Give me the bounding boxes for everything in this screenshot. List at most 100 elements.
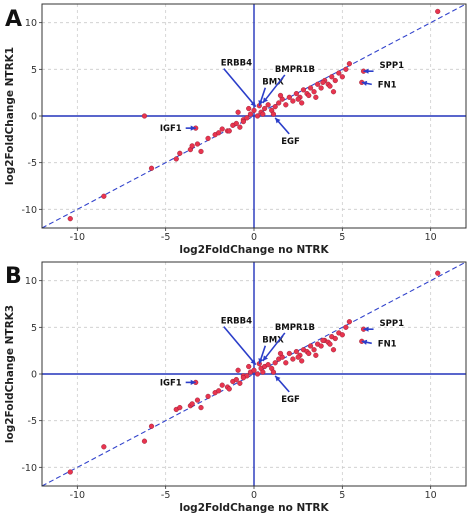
y-tick-label: -10 — [21, 463, 37, 474]
data-point — [226, 128, 232, 134]
data-point — [216, 388, 222, 394]
data-point — [205, 135, 211, 142]
annotation-arrowhead — [258, 358, 264, 364]
data-point — [262, 105, 268, 112]
x-tick-label: -5 — [161, 232, 170, 243]
data-point — [233, 377, 239, 383]
data-point — [141, 438, 148, 444]
annotation-arrowhead — [258, 100, 264, 106]
y-axis-title: log2FoldChange NTRK1 — [4, 47, 16, 185]
annotation-label: FN1 — [378, 339, 397, 349]
annotation-label: BMPR1B — [275, 323, 315, 333]
data-point — [247, 111, 254, 117]
data-point — [299, 358, 305, 364]
data-point — [277, 350, 284, 357]
data-point — [101, 444, 107, 450]
chart-panel-b: B ERBB4 BMX BMPR1B SPP1 FN1 IGF1 EGF -10 -5 0 5 10 -1… — [4, 261, 467, 514]
chart-panel-a: A ERBB4 BMX BMPR1B SPP1 FN1 IGF1 EGF -10 -5 0 5 10 -1… — [4, 3, 467, 256]
data-point — [327, 341, 333, 347]
data-point — [235, 367, 241, 373]
annotation-label: EGF — [281, 395, 300, 405]
data-point — [327, 83, 333, 89]
data-point — [244, 115, 250, 121]
data-point — [251, 107, 257, 114]
annotation-label: ERBB4 — [221, 59, 252, 69]
annotation-arrowhead — [190, 125, 196, 131]
data-point — [254, 113, 261, 119]
data-point — [265, 102, 271, 108]
annotation-arrow — [223, 68, 257, 108]
data-point — [299, 100, 305, 106]
data-point — [290, 356, 296, 362]
data-point — [293, 90, 300, 97]
data-point — [272, 104, 278, 110]
data-point — [251, 367, 257, 373]
y-tick-label: 0 — [31, 370, 37, 381]
y-tick-label: 10 — [25, 276, 37, 287]
annotation-label: BMX — [262, 336, 284, 346]
annotation-arrowhead — [363, 326, 369, 332]
x-tick-label: 10 — [425, 490, 437, 501]
data-point — [235, 109, 241, 115]
points — [67, 8, 441, 222]
data-point — [141, 113, 148, 119]
annotation-label: SPP1 — [380, 319, 405, 329]
data-point — [277, 92, 284, 99]
data-point — [286, 94, 292, 100]
data-point — [435, 8, 441, 15]
data-point — [260, 369, 266, 375]
data-point — [240, 375, 247, 381]
annotation-label: SPP1 — [380, 61, 405, 71]
data-point — [343, 66, 349, 72]
data-point — [329, 74, 335, 80]
y-tick-label: 5 — [31, 323, 37, 334]
annotation-arrowhead — [262, 97, 268, 103]
data-point — [237, 380, 243, 386]
data-point — [330, 89, 337, 95]
data-point — [313, 94, 319, 100]
panel-letter: B — [5, 264, 22, 289]
annotation-arrowhead — [250, 359, 256, 365]
annotations: ERBB4 BMX BMPR1B SPP1 FN1 IGF1 EGF — [160, 59, 404, 147]
annotation-arrowhead — [275, 375, 281, 382]
data-point — [148, 165, 155, 171]
x-tick-label: 10 — [425, 232, 437, 243]
annotation-arrowhead — [190, 379, 196, 385]
data-point — [315, 81, 321, 87]
annotation-arrowhead — [250, 101, 256, 107]
x-tick-label: -10 — [70, 232, 86, 243]
data-point — [295, 96, 301, 102]
x-tick-label: 5 — [339, 490, 345, 501]
y-tick-label: 0 — [31, 112, 37, 123]
data-point — [265, 362, 271, 368]
y-tick-label: -5 — [28, 158, 37, 169]
data-point — [194, 397, 201, 403]
data-point — [270, 369, 277, 375]
data-point — [346, 61, 353, 67]
data-point — [313, 352, 319, 358]
data-point — [226, 386, 232, 392]
data-point — [311, 89, 317, 95]
annotation-label: FN1 — [378, 80, 397, 90]
data-point — [318, 343, 324, 349]
annotation-arrowhead — [363, 68, 369, 74]
data-point — [148, 423, 155, 429]
data-point — [101, 193, 107, 199]
data-point — [177, 150, 183, 156]
data-point — [237, 124, 243, 130]
annotation-arrow — [223, 326, 257, 366]
data-point — [173, 156, 179, 162]
x-axis-title: log2FoldChange no NTRK — [179, 244, 329, 256]
y-tick-label: 10 — [25, 18, 37, 29]
data-point — [246, 105, 252, 112]
data-point — [306, 92, 312, 99]
data-point — [295, 354, 301, 360]
data-point — [318, 85, 324, 91]
data-point — [198, 405, 204, 411]
data-point — [205, 393, 211, 400]
data-point — [189, 401, 195, 407]
data-point — [286, 350, 292, 357]
data-point — [189, 143, 195, 149]
data-point — [307, 343, 314, 349]
